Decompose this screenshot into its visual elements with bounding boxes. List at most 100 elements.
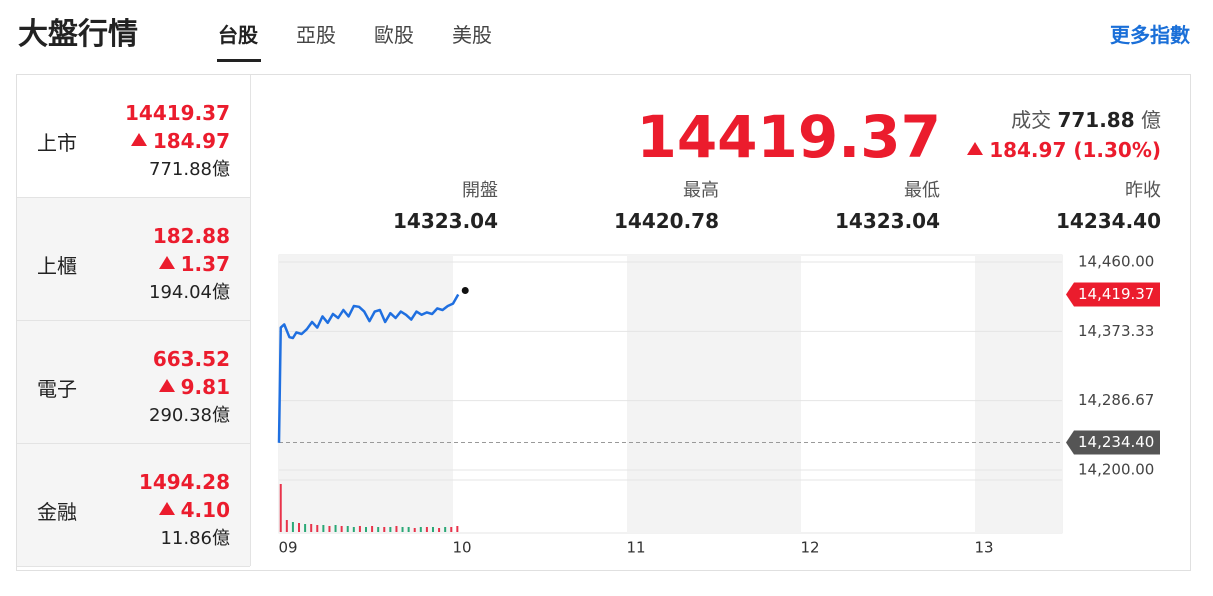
volume-bar (419, 527, 422, 532)
index-change: 184.97 (131, 129, 230, 153)
volume-value: 194.04 (149, 282, 212, 303)
x-tick-label: 12 (800, 539, 819, 557)
volume-bar (346, 526, 349, 532)
y-tick-label: 14,460.00 (1078, 253, 1154, 271)
volume-bar (444, 527, 447, 532)
index-name: 電子 (37, 377, 77, 401)
volume-bar (340, 526, 343, 532)
volume-bar (431, 527, 434, 532)
stat-label: 昨收 (1125, 180, 1161, 201)
volume-bar (298, 523, 301, 532)
index-name: 上市 (37, 131, 77, 155)
volume-bar (407, 527, 410, 532)
volume-bar (328, 526, 331, 532)
volume-bar (304, 524, 307, 532)
volume-bar (316, 525, 319, 532)
volume-bar (389, 527, 392, 532)
index-price: 663.52 (152, 347, 230, 371)
prev-close-label: 14,234.40 (1078, 433, 1154, 451)
volume-bar (322, 525, 325, 532)
volume-bar (383, 527, 386, 532)
volume-value: 771.88 (149, 159, 212, 180)
y-tick-label: 14,286.67 (1078, 391, 1154, 409)
tab-underline (217, 59, 261, 62)
volume-bar (285, 520, 288, 532)
index-row[interactable]: 上櫃 182.88 1.37 194.04億 (17, 198, 250, 321)
tab[interactable]: 歐股 (374, 23, 414, 47)
page-title: 大盤行情 (18, 17, 138, 52)
index-volume: 771.88億 (149, 155, 230, 181)
volume-bar (365, 527, 367, 532)
index-change: 1.37 (159, 252, 230, 276)
main-price: 14419.37 (636, 103, 941, 171)
volume-unit: 億 (212, 159, 230, 180)
volume-bar (401, 527, 404, 532)
index-price: 14419.37 (124, 101, 230, 125)
turnover-value: 771.88 (1057, 108, 1135, 132)
volume-bar (352, 527, 355, 532)
volume-value: 290.38 (149, 405, 212, 426)
volume-bar (310, 524, 313, 532)
x-tick-label: 13 (974, 539, 993, 557)
index-name: 金融 (37, 500, 77, 524)
divider (250, 75, 251, 566)
index-row[interactable]: 電子 663.52 9.81 290.38億 (17, 321, 250, 444)
volume-bar (450, 527, 453, 532)
tab[interactable]: 台股 (218, 23, 258, 47)
x-tick-label: 11 (626, 539, 645, 557)
volume-bar (279, 484, 282, 532)
prev-close-badge (1066, 430, 1160, 455)
hour-band (975, 255, 1062, 533)
index-price: 1494.28 (138, 470, 230, 494)
index-volume: 194.04億 (149, 278, 230, 304)
more-link[interactable]: 更多指數 (1110, 23, 1190, 47)
volume-unit: 億 (212, 528, 230, 549)
main-change: 184.97 (1.30%) (967, 140, 1161, 160)
stat-value: 14323.04 (834, 209, 940, 233)
hour-band (627, 255, 801, 533)
volume-bar (413, 528, 416, 532)
last-label: 14,419.37 (1078, 285, 1154, 303)
stat-label: 開盤 (462, 180, 498, 201)
turnover: 成交 771.88 億 (1011, 110, 1161, 130)
panel (16, 74, 1191, 571)
stat-value: 14323.04 (392, 209, 498, 233)
volume-bar (358, 526, 361, 532)
volume-bar (425, 527, 428, 532)
volume-bar (334, 525, 337, 532)
volume-bar (438, 528, 441, 532)
x-tick-label: 10 (452, 539, 471, 557)
tab[interactable]: 美股 (452, 23, 492, 47)
x-tick-label: 09 (278, 539, 297, 557)
stat-label: 最高 (683, 180, 719, 201)
index-volume: 290.38億 (149, 401, 230, 427)
y-tick-label: 14,373.33 (1078, 322, 1154, 340)
price-line (277, 293, 460, 443)
volume-bar (377, 527, 380, 532)
index-name: 上櫃 (37, 254, 77, 278)
y-tick-label: 14,200.00 (1078, 461, 1154, 479)
index-price: 182.88 (152, 224, 230, 248)
volume-bar (371, 526, 374, 532)
index-change: 4.10 (159, 498, 230, 522)
stat-value: 14234.40 (1055, 209, 1161, 233)
turnover-label: 成交 (1011, 108, 1052, 132)
turnover-unit: 億 (1141, 108, 1161, 132)
stat-label: 最低 (904, 180, 940, 201)
volume-bar (291, 522, 294, 532)
index-volume: 11.86億 (160, 524, 230, 550)
index-row[interactable]: 金融 1494.28 4.10 11.86億 (17, 444, 250, 567)
hour-band (279, 255, 453, 533)
stat-value: 14420.78 (613, 209, 719, 233)
volume-bar (456, 526, 459, 532)
volume-bar (395, 526, 398, 532)
volume-unit: 億 (212, 405, 230, 426)
last-badge (1066, 282, 1160, 307)
volume-unit: 億 (212, 282, 230, 303)
index-change: 9.81 (159, 375, 230, 399)
tab[interactable]: 亞股 (296, 23, 336, 47)
index-row[interactable]: 上市 14419.37 184.97 771.88億 (17, 75, 250, 198)
volume-value: 11.86 (160, 528, 212, 549)
